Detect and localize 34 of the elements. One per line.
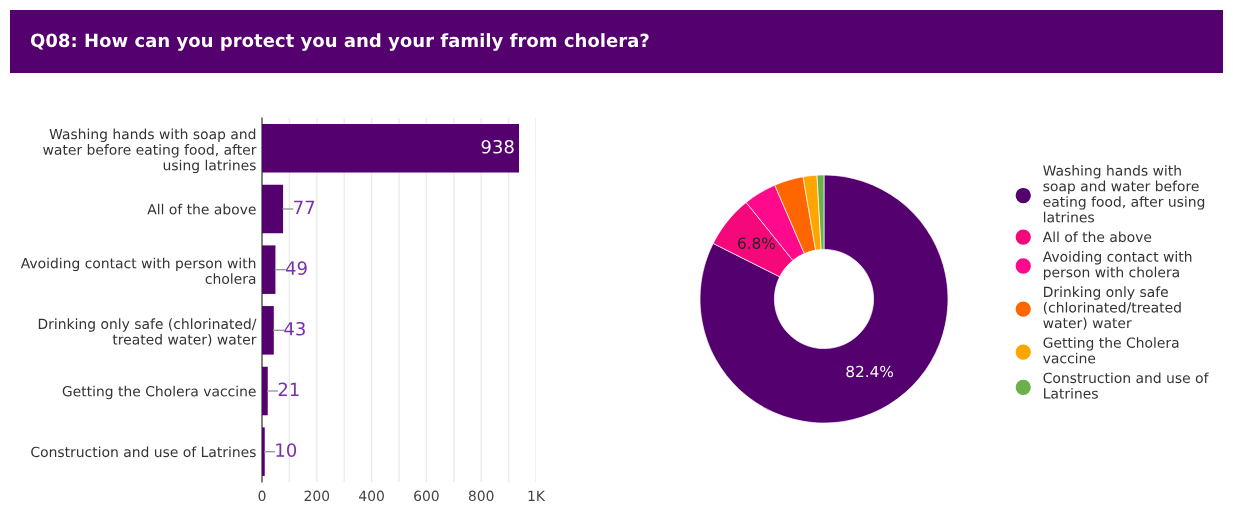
chart-title: Q08: How can you protect you and your family from cholera? <box>30 33 649 51</box>
data-label: 82.4% <box>846 365 894 378</box>
legend-label: Drinking only safe (chlorinated/treated water) water <box>1043 286 1181 330</box>
data-label: 49 <box>285 261 307 275</box>
legend-label: Getting the Cholera vaccine <box>1043 337 1179 364</box>
legend-label: Washing hands with soap and water before eating food, after using latrines <box>1043 165 1205 223</box>
x-tick-label: 800 <box>468 490 494 502</box>
x-tick-label: 200 <box>304 490 330 502</box>
legend-label: Construction and use of Latrines <box>1043 372 1209 399</box>
bar <box>262 184 284 234</box>
x-tick-label: 0 <box>258 490 266 502</box>
bar <box>262 366 268 416</box>
x-tick-label: 400 <box>359 490 384 502</box>
legend-label: Avoiding contact with person with cholera <box>1042 251 1192 281</box>
y-tick-label: Getting the Cholera vaccine <box>62 385 256 400</box>
y-tick-label: Washing hands with soap and water before eating food, after using latrines <box>43 128 257 174</box>
y-tick-label: Drinking only safe (chlorinated/ treated water) water <box>38 318 257 347</box>
bar <box>262 124 520 173</box>
data-label: 938 <box>481 139 514 154</box>
donut-slice <box>699 174 949 424</box>
data-label: 77 <box>294 200 315 214</box>
y-tick-label: Construction and use of Latrines <box>31 446 256 458</box>
x-tick-label: 600 <box>414 490 439 502</box>
data-label: 43 <box>284 321 305 336</box>
x-tick-label: 1K <box>528 490 546 501</box>
data-label: 21 <box>278 382 299 396</box>
data-label: 10 <box>276 443 297 457</box>
bar <box>262 245 276 294</box>
bar <box>262 306 274 355</box>
legend-label: All of the above <box>1042 231 1152 243</box>
y-tick-label: Avoiding contact with person with cholera <box>20 257 256 284</box>
y-tick-label: All of the above <box>147 203 256 215</box>
bar <box>262 427 265 476</box>
data-label: 6.8% <box>738 237 775 249</box>
